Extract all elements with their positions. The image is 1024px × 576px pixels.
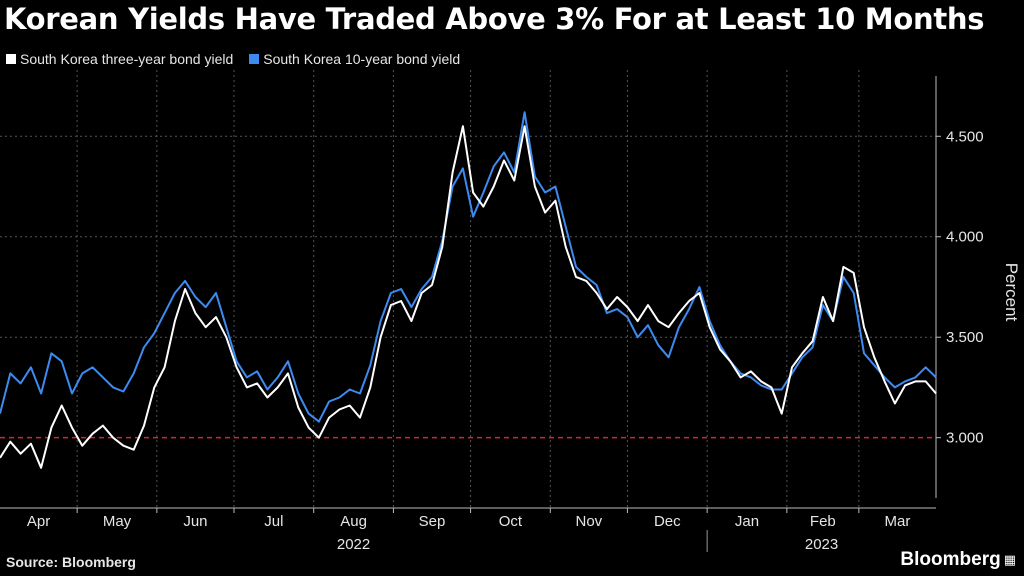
legend-item-ten-year: South Korea 10-year bond yield <box>249 51 460 67</box>
bloomberg-logo-text: Bloomberg <box>900 549 1001 570</box>
x-tick-label: Sep <box>419 513 446 530</box>
bloomberg-mark-icon: ▦ <box>1003 552 1016 567</box>
chart-title: Korean Yields Have Traded Above 3% For a… <box>4 2 985 36</box>
legend-swatch-ten-year <box>249 54 260 64</box>
series-line-ten-year <box>0 111 937 423</box>
legend-item-three-year: South Korea three-year bond yield <box>6 51 233 67</box>
x-tick-label: Jul <box>264 513 283 530</box>
y-tick-label: 3.000 <box>946 430 984 447</box>
source-note: Source: Bloomberg <box>6 554 136 570</box>
year-label-2022: 2022 <box>337 536 370 553</box>
bloomberg-logo: Bloomberg ▦ <box>900 549 1016 571</box>
legend-swatch-three-year <box>6 54 16 64</box>
y-tick-label: 3.500 <box>946 329 984 346</box>
x-tick-label: Apr <box>27 513 50 530</box>
x-tick-label: Jun <box>183 513 207 530</box>
x-tick-label: Aug <box>340 513 367 530</box>
x-tick-label: Dec <box>654 513 681 530</box>
legend-label-three-year: South Korea three-year bond yield <box>20 51 234 67</box>
x-tick-label: May <box>103 513 132 530</box>
x-tick-label: Nov <box>576 513 603 530</box>
x-tick-label: Jan <box>735 513 759 530</box>
year-label-2023: 2023 <box>805 536 838 553</box>
x-tick-label: Feb <box>810 513 836 530</box>
legend-label-ten-year: South Korea 10-year bond yield <box>263 51 461 67</box>
legend: South Korea three-year bond yield South … <box>6 51 460 67</box>
y-axis-label: Percent <box>1002 263 1021 322</box>
x-tick-label: Mar <box>885 513 911 530</box>
y-tick-label: 4.000 <box>946 229 984 246</box>
x-tick-label: Oct <box>499 513 523 530</box>
series-line-three-year <box>0 125 937 469</box>
y-tick-label: 4.500 <box>946 128 984 145</box>
